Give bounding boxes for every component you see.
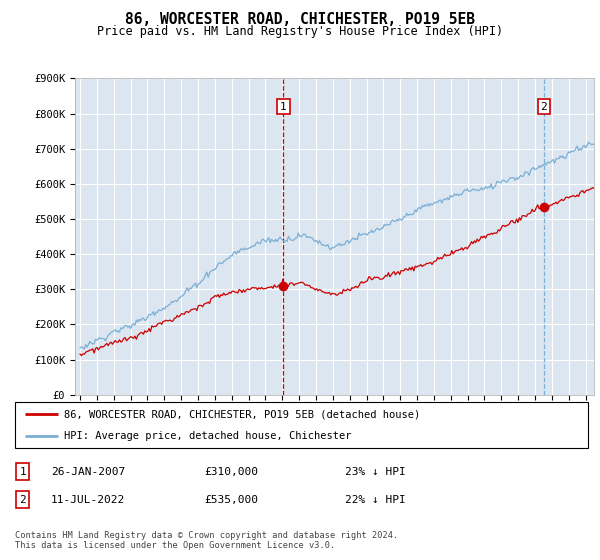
- Text: 2: 2: [541, 101, 547, 111]
- Text: 1: 1: [280, 101, 287, 111]
- Text: 1: 1: [19, 466, 26, 477]
- Text: HPI: Average price, detached house, Chichester: HPI: Average price, detached house, Chic…: [64, 431, 351, 441]
- Text: £535,000: £535,000: [204, 494, 258, 505]
- Text: 86, WORCESTER ROAD, CHICHESTER, PO19 5EB: 86, WORCESTER ROAD, CHICHESTER, PO19 5EB: [125, 12, 475, 27]
- Text: 86, WORCESTER ROAD, CHICHESTER, PO19 5EB (detached house): 86, WORCESTER ROAD, CHICHESTER, PO19 5EB…: [64, 409, 420, 419]
- Text: Contains HM Land Registry data © Crown copyright and database right 2024.
This d: Contains HM Land Registry data © Crown c…: [15, 531, 398, 550]
- Text: £310,000: £310,000: [204, 466, 258, 477]
- Text: 22% ↓ HPI: 22% ↓ HPI: [345, 494, 406, 505]
- Text: 2: 2: [19, 494, 26, 505]
- Text: 23% ↓ HPI: 23% ↓ HPI: [345, 466, 406, 477]
- Text: 11-JUL-2022: 11-JUL-2022: [51, 494, 125, 505]
- Text: Price paid vs. HM Land Registry's House Price Index (HPI): Price paid vs. HM Land Registry's House …: [97, 25, 503, 38]
- Text: 26-JAN-2007: 26-JAN-2007: [51, 466, 125, 477]
